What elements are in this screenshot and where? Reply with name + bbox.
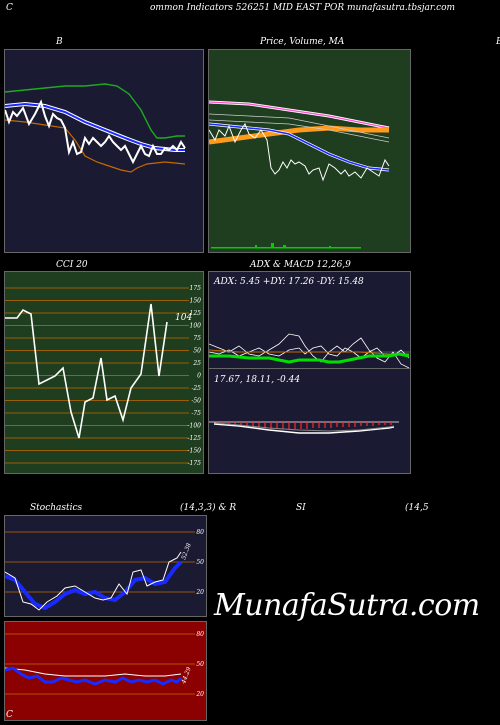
- rsi-line: [5, 666, 183, 686]
- price-chart: [208, 49, 411, 253]
- adx-minus-di: [209, 345, 410, 359]
- cci-tick: -100: [188, 423, 202, 430]
- rsi-svg: 80 50 20 44.29: [5, 631, 204, 698]
- cci-tick: 125: [190, 310, 202, 317]
- cci-title: CCI 20: [56, 260, 88, 270]
- price-ma-grey1: [209, 119, 390, 143]
- bb-chart: [4, 49, 204, 253]
- stoch-tick: 20: [195, 589, 204, 596]
- stoch-k-line: [5, 551, 182, 611]
- price-title-cut: B: [496, 37, 500, 47]
- rsi-tick: 50: [196, 661, 204, 668]
- price-ma-blue: [209, 123, 390, 171]
- bb-title: B: [56, 37, 63, 47]
- cci-tick: -125: [188, 435, 202, 442]
- cci-tick: -50: [191, 398, 201, 405]
- price-close-line: [209, 122, 390, 182]
- cci-ticks: 175 150 125 100 75 50 25 0 -25 -50 -75 -…: [188, 285, 202, 467]
- cci-tick: 0: [197, 373, 201, 380]
- stoch-title: Stochastics: [30, 503, 83, 513]
- stoch-d-line: [5, 560, 183, 611]
- cci-tick: 150: [190, 298, 202, 305]
- cci-tick: -75: [191, 410, 201, 417]
- footer-left: C: [6, 710, 13, 720]
- stoch-tick: 80: [196, 529, 204, 536]
- rsi-tick: 20: [195, 691, 204, 698]
- cci-tick: 50: [193, 348, 201, 355]
- rsi-ticks: 80 50 20: [195, 631, 204, 698]
- adx-line: [209, 352, 410, 364]
- adx-macd-divider: [209, 368, 410, 369]
- macd-svg: [209, 421, 399, 434]
- stoch-svg: 80 50 20 52.38: [5, 529, 204, 611]
- rsi-value-label: 44.29: [180, 666, 193, 686]
- adx-orange-line: [209, 349, 409, 355]
- price-volume-bars: [211, 243, 361, 249]
- cci-value-label: 104: [175, 313, 192, 323]
- macd-readout: 17.67, 18.11, -0.44: [214, 375, 301, 385]
- price-ma-orange: [209, 125, 389, 145]
- cci-tick: -150: [188, 448, 202, 455]
- adx-svg: [209, 333, 410, 368]
- rsi-chart: 80 50 20 44.29: [4, 621, 207, 721]
- stoch-grid: [5, 531, 195, 593]
- price-ma-grey2: [209, 113, 390, 139]
- cci-line: [5, 303, 168, 439]
- cci-tick: -175: [188, 460, 202, 467]
- rsi-title-params: (14,5: [405, 503, 429, 513]
- stoch-title-params: (14,3,3) & R: [180, 503, 237, 513]
- stoch-ticks: 80 50 20: [195, 529, 204, 596]
- stoch-value-label: 52.38: [180, 542, 193, 561]
- bb-svg: [5, 83, 186, 173]
- rsi-signal-line: [5, 667, 182, 677]
- cci-tick: -25: [191, 385, 201, 392]
- bb-price-line: [5, 99, 186, 165]
- cci-tick: 175: [190, 285, 202, 292]
- adx-macd-chart: ADX: 5.45 +DY: 17.26 -DY: 15.48 17.67, 1…: [208, 271, 411, 474]
- cci-svg: 175 150 125 100 75 50 25 0 -25 -50 -75 -…: [5, 285, 202, 467]
- bb-middle-band: [5, 102, 185, 151]
- header-title: ommon Indicators 526251 MID EAST POR mun…: [150, 3, 456, 13]
- rsi-grid: [5, 633, 195, 695]
- stoch-chart: 80 50 20 52.38: [4, 515, 207, 617]
- adx-title: ADX & MACD 12,26,9: [250, 260, 351, 270]
- brand-watermark: MunafaSutra.com: [214, 588, 480, 623]
- cci-tick: 100: [190, 323, 202, 330]
- bb-upper-band: [5, 83, 185, 139]
- rsi-tick: 80: [196, 631, 204, 638]
- price-title: Price, Volume, MA: [260, 37, 345, 47]
- price-ma-pink: [209, 101, 390, 129]
- price-svg: [209, 100, 390, 249]
- stoch-tick: 50: [196, 559, 204, 566]
- cci-tick: 25: [192, 360, 201, 367]
- adx-readout: ADX: 5.45 +DY: 17.26 -DY: 15.48: [214, 277, 364, 287]
- cci-tick: 75: [193, 335, 201, 342]
- macd-signal-line: [213, 422, 395, 432]
- cci-grid: [5, 287, 189, 464]
- header-left: C: [6, 3, 13, 13]
- rsi-title: SI: [296, 503, 306, 513]
- macd-line: [213, 423, 395, 434]
- cci-chart: 175 150 125 100 75 50 25 0 -25 -50 -75 -…: [4, 271, 204, 474]
